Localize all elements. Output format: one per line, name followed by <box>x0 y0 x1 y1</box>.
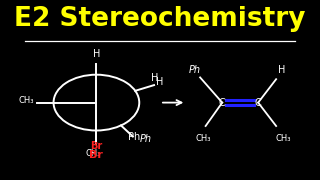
Text: E2 Stereochemistry: E2 Stereochemistry <box>14 6 306 32</box>
Text: H: H <box>151 73 158 83</box>
Text: H: H <box>278 65 285 75</box>
Text: CH₃: CH₃ <box>275 134 291 143</box>
Text: Br: Br <box>90 150 103 160</box>
Text: C: C <box>219 98 226 108</box>
Text: Ph: Ph <box>188 65 201 75</box>
Text: H: H <box>93 48 100 58</box>
Text: Ph: Ph <box>140 134 152 144</box>
Text: CH₃: CH₃ <box>18 96 34 105</box>
Text: Br: Br <box>90 141 102 151</box>
Text: CH₃: CH₃ <box>195 134 211 143</box>
Text: C: C <box>255 98 261 108</box>
Text: H: H <box>156 76 163 87</box>
Text: CH₃: CH₃ <box>86 148 101 158</box>
Text: Ph: Ph <box>128 132 140 142</box>
